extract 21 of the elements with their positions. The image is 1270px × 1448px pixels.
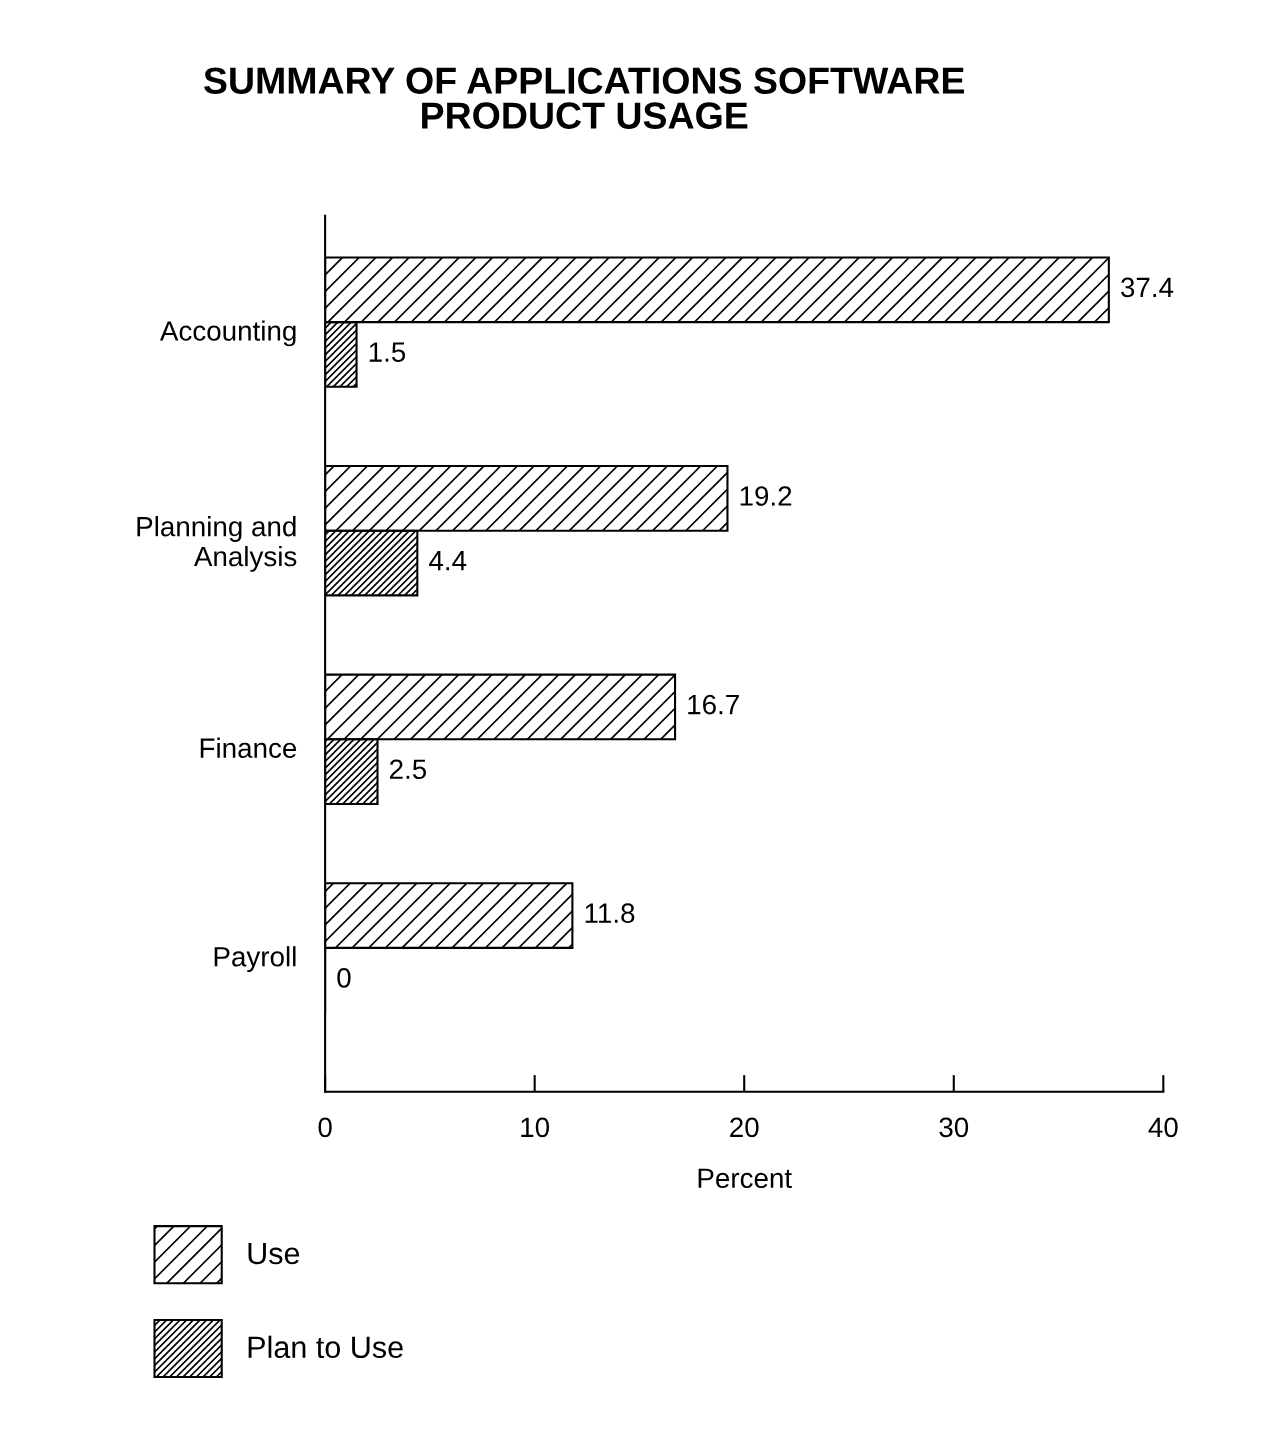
data-label: 16.7 (688, 694, 739, 715)
data-label: 1.5 (369, 342, 406, 362)
data-label: 37.4 (1121, 277, 1174, 298)
x-tick-label: 30 (939, 1117, 969, 1138)
legend-label: Plan to Use (248, 1335, 403, 1359)
data-label: 19.2 (740, 486, 792, 506)
x-tick-label: 40 (1148, 1117, 1178, 1138)
x-tick-label: 20 (730, 1117, 759, 1138)
y-tick-label: Planning and Analysis (137, 516, 297, 572)
data-label: 11.8 (585, 903, 635, 923)
x-tick-label: 10 (521, 1117, 550, 1138)
y-tick-label: Payroll (214, 946, 296, 973)
x-axis-title: Percent (698, 1168, 792, 1189)
chart-title: SUMMARY OF APPLICATIONS SOFTWARE PRODUCT USAGE (204, 67, 964, 129)
x-tick-label: 0 (318, 1117, 332, 1138)
y-tick-label: Finance (200, 737, 297, 758)
data-label: 4.4 (429, 551, 467, 571)
data-label: 2.5 (390, 759, 427, 780)
legend-label: Use (248, 1242, 300, 1265)
data-label: 0 (337, 967, 351, 988)
y-tick-label: Accounting (159, 320, 296, 347)
